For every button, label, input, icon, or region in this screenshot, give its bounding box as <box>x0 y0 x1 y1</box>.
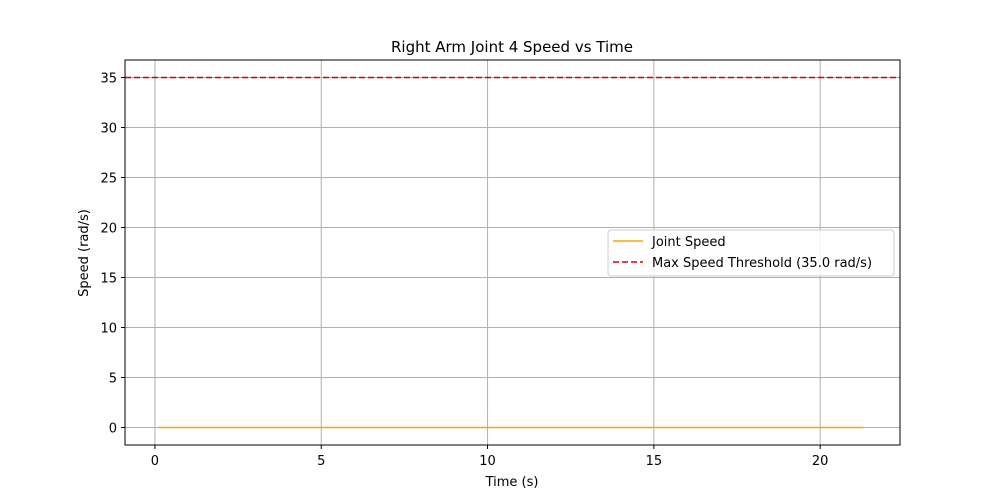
chart-title: Right Arm Joint 4 Speed vs Time <box>391 38 633 56</box>
y-tick-label: 25 <box>100 172 117 187</box>
x-tick-label: 15 <box>646 454 663 469</box>
plot-frame <box>124 59 901 446</box>
y-tick-label: 35 <box>100 72 117 87</box>
legend: Joint Speed Max Speed Threshold (35.0 rad… <box>607 229 895 277</box>
legend-label: Max Speed Threshold (35.0 rad/s) <box>652 256 872 271</box>
x-tick-label: 0 <box>151 454 159 469</box>
legend-box <box>607 229 895 277</box>
legend-label: Joint Speed <box>651 235 726 250</box>
x-tick-label: 10 <box>479 454 496 469</box>
axis-ticks: 0 5 10 15 20 0 5 10 15 20 25 30 35 <box>100 72 828 470</box>
y-tick-label: 30 <box>100 122 117 137</box>
y-tick-label: 5 <box>109 372 117 387</box>
y-tick-label: 0 <box>109 422 117 437</box>
y-tick-label: 15 <box>100 272 117 287</box>
y-axis-label: Speed (rad/s) <box>77 209 92 297</box>
plot-series <box>125 76 900 429</box>
x-tick-label: 20 <box>812 454 829 469</box>
y-tick-label: 20 <box>100 222 117 237</box>
x-tick-label: 5 <box>317 454 325 469</box>
x-axis-label: Time (s) <box>485 475 539 490</box>
y-tick-label: 10 <box>100 322 117 337</box>
